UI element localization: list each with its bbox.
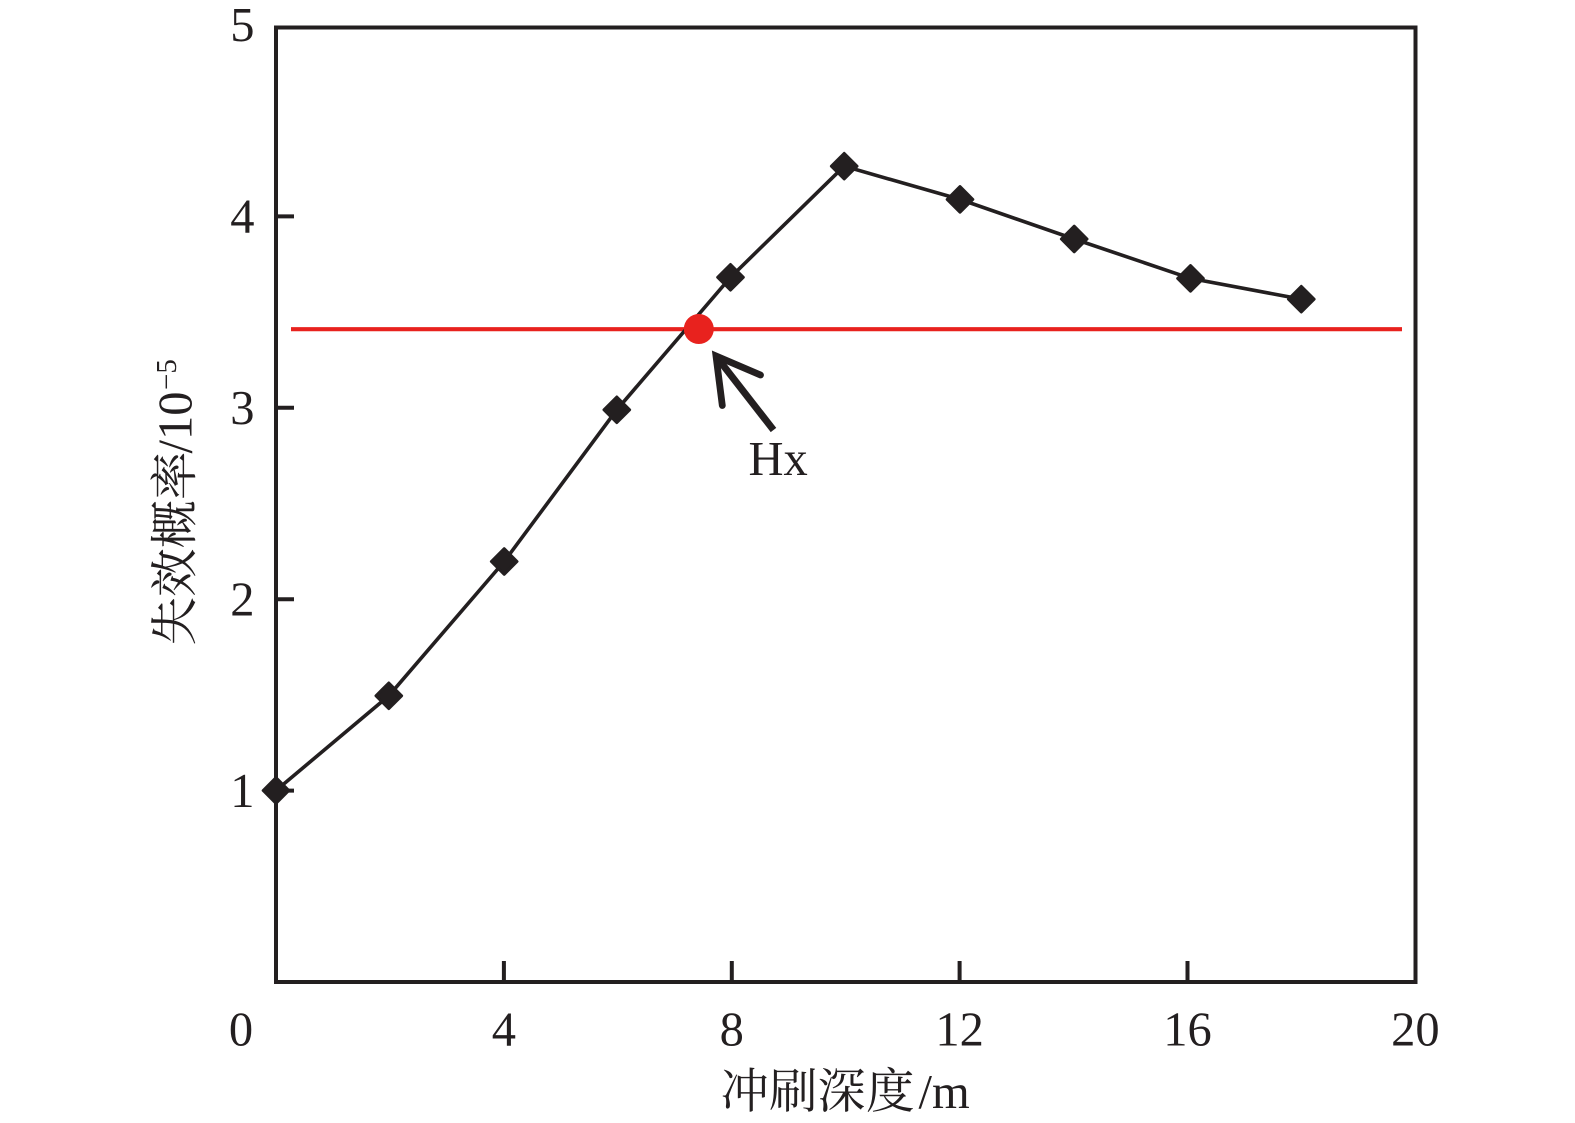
svg-text:4: 4 (230, 191, 254, 244)
svg-text:8: 8 (720, 1004, 744, 1057)
svg-text:5: 5 (230, 0, 254, 52)
svg-text:12: 12 (935, 1004, 984, 1057)
svg-text:1: 1 (230, 765, 254, 818)
svg-text:20: 20 (1391, 1004, 1440, 1057)
svg-text:−5: −5 (151, 359, 183, 390)
svg-text:0: 0 (229, 1004, 253, 1057)
svg-text:/10: /10 (150, 392, 203, 454)
svg-text:Hx: Hx (749, 433, 808, 486)
svg-text:2: 2 (230, 573, 254, 626)
svg-text:16: 16 (1163, 1004, 1212, 1057)
svg-text:4: 4 (492, 1004, 516, 1057)
svg-text:3: 3 (230, 382, 254, 435)
svg-text:/m: /m (919, 1066, 970, 1119)
